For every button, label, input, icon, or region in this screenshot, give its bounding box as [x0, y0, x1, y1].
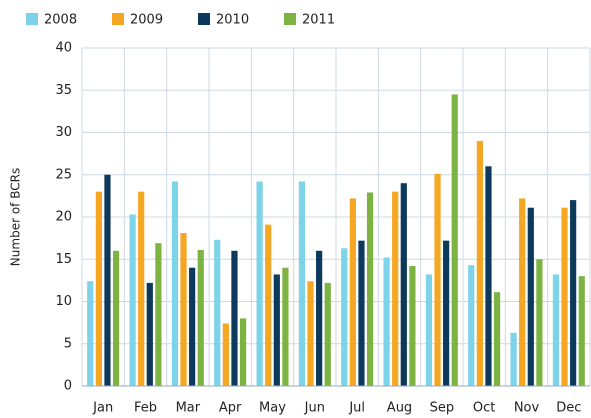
bar: [138, 191, 145, 386]
bar: [189, 267, 196, 386]
bar: [307, 281, 314, 386]
y-tick-label: 40: [55, 41, 72, 56]
bar: [349, 198, 356, 386]
bar: [358, 240, 365, 386]
bar: [180, 233, 187, 386]
y-tick-label: 10: [55, 294, 72, 309]
bar: [265, 224, 272, 386]
x-tick-label: Feb: [134, 401, 157, 416]
bar: [273, 274, 280, 386]
x-tick-label: Apr: [219, 401, 242, 416]
bar: [468, 265, 475, 386]
legend-swatch: [112, 13, 124, 25]
bar: [146, 282, 153, 386]
bar: [324, 282, 331, 386]
y-tick-label: 30: [55, 125, 72, 140]
bar: [171, 181, 179, 386]
y-tick-label: 5: [64, 336, 72, 351]
bar: [129, 214, 136, 386]
bar: [443, 240, 450, 386]
x-tick-label: Jan: [92, 401, 113, 416]
bar: [231, 250, 238, 386]
bar: [570, 200, 577, 386]
legend-label: 2010: [216, 13, 249, 28]
legend-label: 2009: [130, 13, 163, 28]
bar: [383, 257, 390, 386]
legend-label: 2011: [302, 13, 335, 28]
x-tick-label: Nov: [514, 401, 540, 416]
y-tick-label: 20: [55, 210, 72, 225]
x-tick-label: May: [259, 401, 286, 416]
bar: [451, 94, 458, 386]
bar: [392, 191, 399, 386]
bar: [341, 248, 348, 386]
bar: [536, 259, 543, 386]
y-tick-label: 15: [55, 252, 72, 267]
legend-swatch: [26, 13, 38, 25]
y-tick-label: 25: [55, 167, 72, 182]
bar: [87, 281, 94, 386]
bar: [95, 191, 102, 386]
bar: [104, 174, 111, 386]
x-tick-label: Jul: [348, 401, 365, 416]
bar: [197, 249, 204, 386]
legend-label: 2008: [44, 13, 77, 28]
bar: [400, 183, 407, 386]
y-tick-label: 35: [55, 83, 72, 98]
bar: [561, 207, 568, 386]
bar: [239, 318, 247, 386]
bar: [214, 239, 221, 386]
bar: [434, 173, 441, 386]
bar: [316, 250, 323, 386]
bar: [282, 267, 289, 386]
y-axis-label: Number of BCRs: [9, 168, 23, 266]
legend-swatch: [284, 13, 296, 25]
bar: [578, 276, 585, 386]
x-tick-label: Dec: [556, 401, 581, 416]
bar: [155, 243, 162, 386]
bar: [519, 198, 526, 386]
bar: [222, 323, 229, 386]
x-tick-label: Aug: [387, 401, 412, 416]
x-tick-label: Jun: [304, 401, 325, 416]
bar: [366, 192, 374, 386]
bar: [510, 332, 517, 386]
bar: [112, 250, 120, 386]
x-tick-label: Sep: [430, 401, 455, 416]
bar: [298, 181, 306, 386]
bar: [409, 266, 416, 386]
bar: [476, 140, 483, 386]
x-tick-label: Mar: [176, 401, 201, 416]
bar: [493, 292, 501, 386]
bar: [552, 274, 560, 386]
bar: [425, 274, 433, 386]
bar: [485, 166, 492, 386]
y-tick-label: 0: [64, 379, 72, 394]
bar: [527, 207, 534, 386]
bar: [256, 181, 263, 386]
legend-swatch: [198, 13, 210, 25]
x-tick-label: Oct: [473, 401, 495, 416]
